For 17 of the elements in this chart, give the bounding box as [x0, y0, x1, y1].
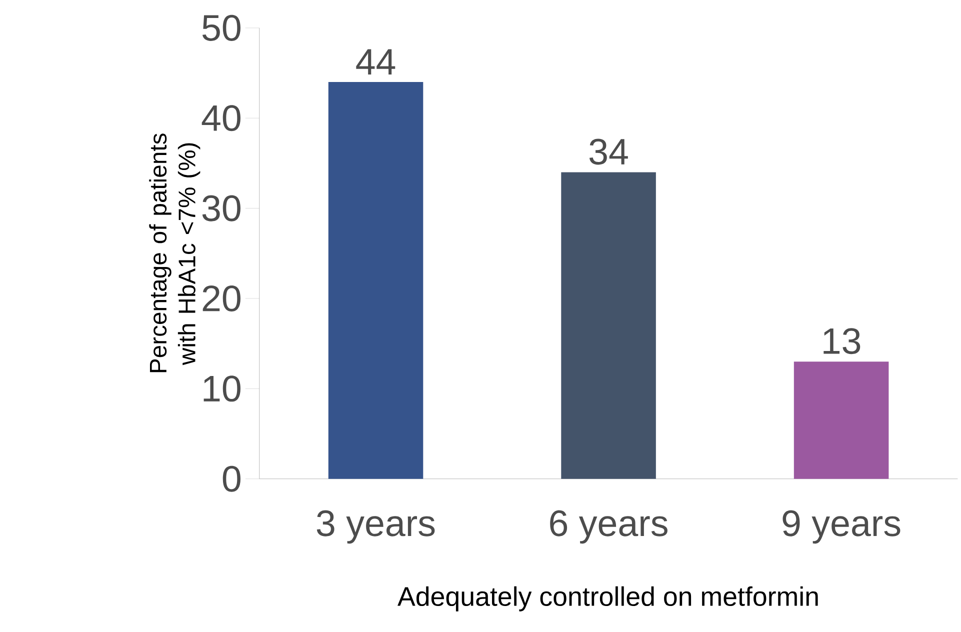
bar [561, 172, 656, 479]
data-label: 44 [356, 49, 396, 74]
x-axis-title: Adequately controlled on metformin [398, 586, 818, 612]
y-tick-label: 10 [204, 375, 240, 402]
y-tick-label: 0 [222, 466, 240, 492]
x-tick-label: 9 years [782, 510, 900, 544]
data-label: 13 [824, 328, 860, 354]
y-tick-label: 40 [202, 104, 240, 131]
y-tick-label: 20 [202, 285, 240, 312]
bar [328, 82, 424, 479]
data-label: 34 [589, 138, 628, 164]
y-tick-label: 50 [202, 14, 240, 41]
bar [794, 361, 889, 479]
x-tick-label: 3 years [316, 510, 435, 544]
y-axis-title: Percentage of patients with HbA1c <7% (%) [149, 133, 200, 372]
y-tick-label: 30 [202, 195, 240, 222]
x-tick-label: 6 years [550, 510, 668, 544]
